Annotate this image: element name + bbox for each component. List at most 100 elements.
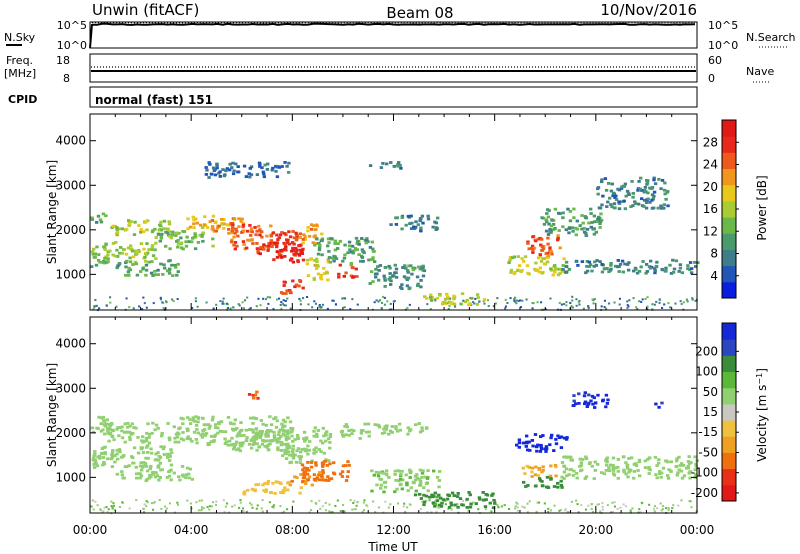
data-cell (138, 464, 143, 468)
data-cell (687, 455, 691, 459)
data-cell (593, 220, 597, 224)
data-cell (537, 256, 541, 260)
data-cell (291, 260, 296, 264)
data-cell (251, 431, 256, 434)
y-tick-label: 4000 (55, 134, 86, 148)
noise-cell (641, 501, 644, 504)
data-cell (317, 471, 322, 474)
data-cell (566, 207, 570, 211)
noise-cell (226, 502, 229, 505)
data-cell (318, 243, 322, 247)
data-cell (279, 449, 284, 452)
data-cell (107, 439, 111, 443)
noise-cell (575, 499, 578, 502)
data-cell (452, 302, 457, 306)
data-cell (610, 182, 614, 186)
data-cell (155, 474, 160, 478)
noise-cell (165, 300, 168, 303)
data-cell (166, 422, 170, 425)
data-cell (345, 425, 350, 429)
data-cell (539, 259, 544, 263)
data-cell (137, 472, 142, 476)
data-cell (104, 242, 108, 246)
data-cell (124, 265, 128, 269)
data-cell (90, 250, 95, 254)
data-cell (251, 242, 255, 245)
data-cell (241, 223, 246, 227)
noise-cell (504, 305, 508, 308)
data-cell (169, 236, 174, 240)
data-cell (328, 260, 332, 264)
data-cell (265, 234, 269, 238)
data-cell (264, 430, 269, 434)
data-cell (281, 418, 286, 422)
noise-cell (688, 500, 691, 503)
data-cell (120, 455, 124, 459)
data-cell (144, 263, 149, 267)
data-cell (664, 266, 668, 270)
data-cell (439, 496, 443, 500)
noise-cell (478, 300, 481, 303)
data-cell (623, 182, 628, 186)
data-cell (132, 426, 136, 429)
data-cell (238, 449, 243, 453)
data-cell (648, 200, 652, 204)
data-cell (217, 422, 221, 426)
data-cell (254, 427, 259, 431)
data-cell (291, 246, 295, 250)
data-cell (602, 472, 607, 476)
data-cell (540, 237, 544, 241)
data-cell (425, 426, 429, 430)
data-cell (522, 260, 526, 263)
data-cell (452, 294, 456, 298)
noise-cell (282, 299, 285, 302)
x-tick-label: 00:00 (680, 523, 715, 537)
data-cell (232, 445, 237, 449)
noise-cell (328, 503, 331, 506)
noise-cell (677, 504, 680, 507)
noise-cell (171, 298, 174, 301)
noise-cell (349, 308, 352, 311)
data-cell (578, 224, 582, 228)
data-cell (295, 234, 299, 238)
data-cell (237, 170, 241, 174)
noise-cell (329, 510, 332, 513)
data-cell (540, 470, 544, 474)
data-cell (686, 267, 690, 271)
data-cell (400, 216, 404, 219)
data-cell (533, 484, 538, 488)
data-cell (141, 465, 145, 469)
data-cell (215, 162, 219, 166)
data-cell (332, 259, 336, 263)
noise-cell (164, 505, 167, 508)
data-cell (592, 396, 596, 400)
noise-cell (618, 297, 622, 300)
noise-cell (282, 304, 286, 307)
noise-cell (651, 308, 654, 311)
noise-cell (618, 303, 621, 306)
data-cell (449, 503, 454, 507)
data-cell (147, 260, 151, 264)
noise-cell (93, 305, 96, 308)
noise-cell (646, 308, 649, 311)
noise-cell (160, 507, 163, 510)
noise-cell (342, 504, 345, 506)
data-cell (431, 501, 435, 505)
data-cell (320, 474, 324, 478)
data-cell (447, 300, 452, 304)
data-cell (314, 223, 319, 227)
data-cell (522, 480, 526, 484)
noise-cell (448, 304, 451, 307)
data-cell (170, 233, 175, 237)
data-cell (274, 164, 278, 168)
data-cell (114, 241, 118, 244)
noise-cell (547, 507, 550, 510)
data-cell (424, 494, 429, 498)
data-cell (413, 266, 417, 270)
data-cell (211, 166, 216, 170)
data-cell (126, 270, 131, 274)
noise-cell (152, 508, 155, 511)
noise-cell (591, 510, 595, 513)
data-cell (150, 431, 154, 435)
data-cell (636, 469, 640, 472)
